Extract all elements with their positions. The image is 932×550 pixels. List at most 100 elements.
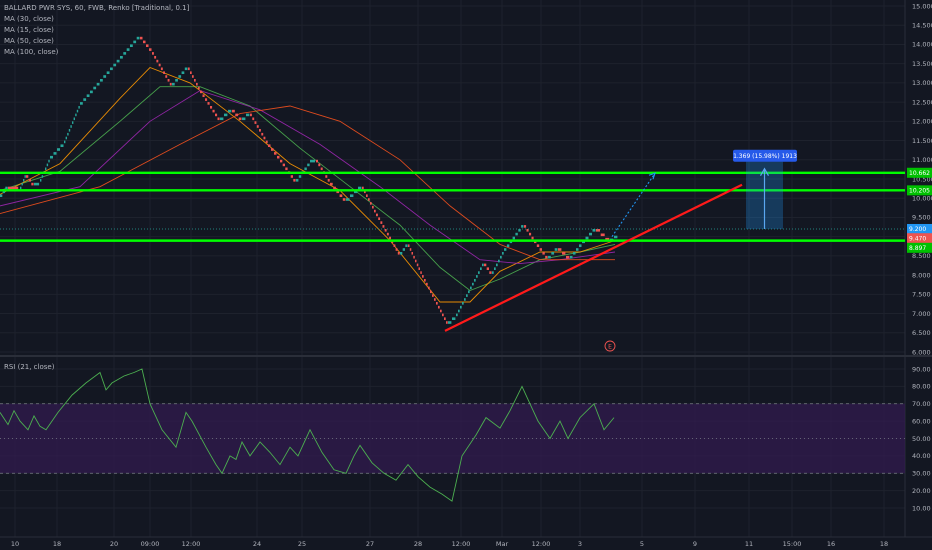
- renko-brick: [502, 252, 504, 255]
- time-axis-tick-label: 20: [110, 540, 118, 548]
- renko-brick: [545, 255, 548, 259]
- renko-brick: [358, 186, 362, 190]
- price-axis-tick-label: 6.500: [912, 329, 931, 337]
- renko-brick: [252, 117, 255, 121]
- renko-brick: [123, 52, 127, 55]
- renko-brick: [24, 175, 26, 178]
- renko-brick: [496, 263, 498, 267]
- renko-brick: [416, 263, 419, 267]
- time-axis[interactable]: 10 18 20 09:00 12:00 24 25 27 28 12:00 Mar 12:00 3 5 9…: [11, 540, 888, 548]
- renko-brick: [346, 198, 350, 201]
- renko-brick: [368, 198, 370, 201]
- renko-brick: [426, 282, 428, 286]
- renko-brick: [40, 179, 42, 182]
- time-axis-tick-label: 24: [253, 540, 261, 548]
- rsi-label[interactable]: RSI (21, close): [4, 363, 55, 371]
- renko-brick: [374, 209, 376, 213]
- price-axis-tick-label: 8.000: [912, 271, 931, 279]
- time-axis-tick-label: 9: [693, 540, 697, 548]
- renko-brick: [444, 317, 446, 320]
- renko-brick: [298, 175, 302, 178]
- renko-brick: [263, 136, 266, 140]
- price-badge: [907, 233, 932, 244]
- ma-15-label[interactable]: MA (15, close): [4, 26, 54, 34]
- renko-brick: [366, 194, 368, 197]
- renko-brick: [103, 75, 107, 78]
- renko-brick: [200, 90, 203, 94]
- renko-brick: [194, 79, 196, 82]
- renko-brick: [333, 186, 336, 190]
- renko-brick: [307, 163, 310, 167]
- renko-brick: [21, 182, 23, 186]
- renko-brick: [452, 317, 456, 320]
- renko-brick: [31, 182, 34, 186]
- renko-brick: [411, 252, 413, 255]
- renko-brick: [73, 117, 75, 121]
- time-axis-tick-label: 18: [53, 540, 61, 548]
- renko-brick: [242, 117, 246, 121]
- renko-brick: [290, 175, 293, 178]
- renko-brick: [422, 275, 424, 278]
- renko-brick: [46, 163, 49, 167]
- price-badge-label: 9.470: [909, 235, 926, 242]
- price-badge-label: 9.200: [909, 226, 926, 233]
- renko-brick: [207, 102, 210, 105]
- support-resistance-levels[interactable]: [0, 171, 905, 242]
- moving-average-line: [0, 86, 616, 292]
- renko-brick: [558, 248, 562, 251]
- renko-brick: [570, 255, 573, 259]
- renko-brick: [65, 136, 67, 140]
- renko-brick: [548, 255, 551, 259]
- renko-brick: [393, 244, 396, 247]
- renko-brick: [50, 155, 53, 159]
- renko-brick: [0, 194, 3, 197]
- measure-label-box: [733, 149, 797, 162]
- renko-brick: [212, 109, 215, 113]
- renko-brick: [136, 36, 140, 40]
- renko-brick: [165, 75, 168, 78]
- drawings[interactable]: 1.369 (15.98%) 1913 E: [444, 149, 797, 352]
- renko-brick: [476, 275, 478, 278]
- renko-bricks: [0, 36, 618, 324]
- renko-brick: [126, 48, 130, 51]
- renko-brick: [86, 94, 90, 97]
- renko-brick: [442, 313, 444, 317]
- renko-brick: [521, 225, 524, 228]
- renko-brick: [446, 321, 448, 324]
- renko-brick: [500, 255, 502, 259]
- renko-brick: [53, 152, 57, 155]
- renko-brick: [205, 98, 208, 101]
- time-axis-tick-label: 27: [366, 540, 374, 548]
- renko-brick: [504, 248, 507, 251]
- renko-brick: [259, 129, 261, 132]
- renko-brick: [256, 125, 259, 128]
- renko-brick: [436, 302, 438, 305]
- rsi-axis[interactable]: 90.00 80.00 70.00 60.00 50.00 40.00 30.00 20.00…: [912, 365, 931, 512]
- ma-50-label[interactable]: MA (50, close): [4, 37, 54, 45]
- earnings-marker-label: E: [608, 343, 612, 350]
- ma-100-label[interactable]: MA (100, close): [4, 48, 59, 56]
- moving-average-line: [0, 90, 616, 265]
- time-axis-tick-label: 12:00: [452, 540, 471, 548]
- renko-brick: [169, 82, 172, 86]
- renko-brick: [23, 179, 25, 182]
- renko-brick: [68, 129, 71, 132]
- ma-30-label[interactable]: MA (30, close): [4, 15, 54, 23]
- renko-brick: [210, 106, 213, 109]
- chart-title[interactable]: BALLARD PWR SYS, 60, FWB, Renko [Traditi…: [4, 4, 190, 12]
- renko-brick: [140, 36, 143, 40]
- renko-brick: [382, 225, 385, 228]
- renko-brick: [492, 271, 494, 274]
- renko-brick: [265, 140, 268, 144]
- renko-brick: [551, 252, 555, 255]
- renko-brick: [215, 113, 218, 117]
- renko-brick: [254, 121, 257, 124]
- renko-brick: [261, 132, 264, 136]
- renko-brick: [235, 113, 239, 117]
- price-badge: [907, 242, 932, 253]
- renko-brick: [285, 167, 288, 171]
- renko-brick: [41, 175, 44, 178]
- renko-brick: [468, 290, 470, 294]
- renko-brick: [181, 71, 185, 74]
